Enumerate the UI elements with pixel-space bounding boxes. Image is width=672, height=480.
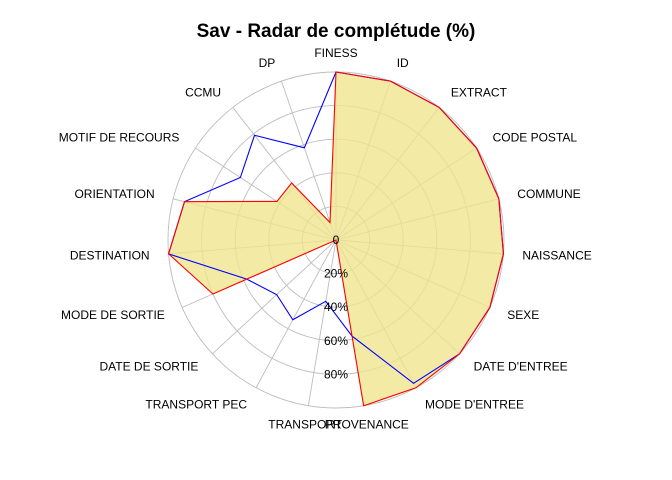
axis-label: DATE DE SORTIE [99, 360, 198, 374]
axis-label: TRANSPORT PEC [145, 398, 247, 412]
axis-label: PROVENANCE [325, 417, 409, 431]
radial-tick-label: 0 [333, 233, 340, 247]
axis-label: DATE D'ENTREE [474, 360, 568, 374]
axis-label: EXTRACT [451, 85, 508, 99]
axis-label: ORIENTATION [74, 187, 154, 201]
axis-label: FINESS [314, 46, 357, 60]
axis-label: CODE POSTAL [493, 131, 578, 145]
axis-labels: FINESS ID EXTRACT CODE POSTAL COMMUNE NAISSAN… [59, 46, 592, 431]
grid-spoke [255, 239, 337, 388]
completeness-area [168, 72, 504, 406]
grid-spoke [307, 239, 337, 406]
series-lines [167, 71, 504, 407]
axis-label: MODE D'ENTREE [425, 398, 524, 412]
axis-label: MOTIF DE RECOURS [59, 131, 180, 145]
axis-label: DESTINATION [70, 248, 150, 262]
axis-label: SEXE [507, 308, 539, 322]
chart-title: Sav - Radar de complétude (%) [197, 21, 476, 42]
radial-tick-label: 60% [324, 334, 348, 348]
radial-tick-labels: 0 20% 40% 60% 80% [324, 233, 348, 381]
axis-label: CCMU [185, 85, 221, 99]
axis-label: COMMUNE [517, 187, 580, 201]
axis-label: ID [397, 56, 409, 70]
series-line-red [167, 71, 504, 407]
grid-spoke [281, 80, 337, 241]
filled-area [168, 72, 504, 406]
axis-label: MODE DE SORTIE [61, 308, 165, 322]
axis-label: DP [259, 56, 276, 70]
axis-label: NAISSANCE [522, 248, 591, 262]
radial-tick-label: 40% [324, 300, 348, 314]
axis-label: TRANSPORT [268, 417, 342, 431]
radial-tick-label: 80% [324, 367, 348, 381]
radial-tick-label: 20% [324, 267, 348, 281]
grid-spoke [212, 239, 337, 355]
